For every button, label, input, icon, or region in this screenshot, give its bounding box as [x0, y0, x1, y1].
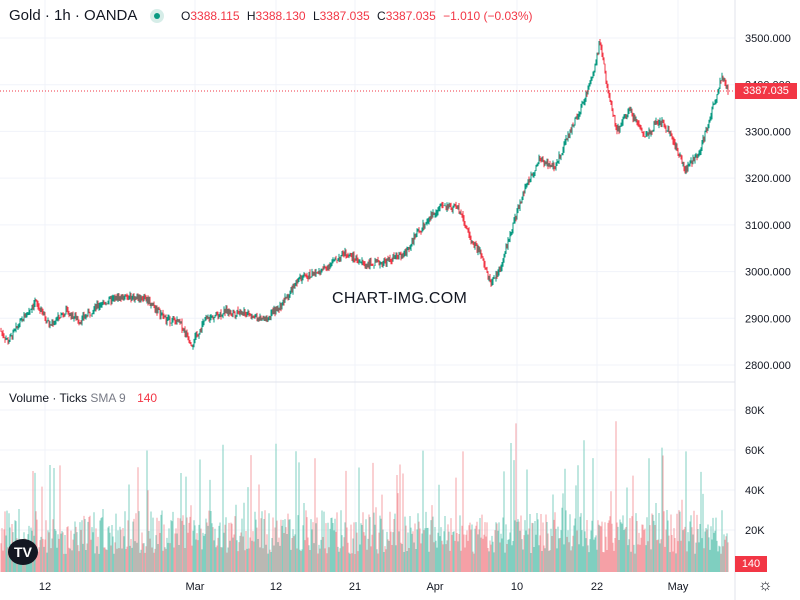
high-key: H	[246, 9, 256, 23]
market-status-icon[interactable]	[150, 9, 164, 23]
close-key: C	[377, 9, 386, 23]
low-value: 3387.035	[319, 9, 370, 23]
last-volume-label: 140	[735, 556, 767, 572]
time-tick-label: 12	[270, 581, 282, 593]
close-value: 3387.035	[385, 9, 436, 23]
volume-tick-label: 60K	[745, 445, 765, 457]
time-tick-label: 12	[39, 581, 51, 593]
time-tick-label: 22	[591, 581, 603, 593]
time-tick-label: Mar	[186, 581, 205, 593]
volume-tick-label: 20K	[745, 525, 765, 537]
tradingview-logo[interactable]: TV	[8, 539, 38, 565]
volume-study: SMA 9	[90, 391, 126, 405]
open-key: O	[181, 9, 191, 23]
price-tick-label: 3300.000	[745, 126, 791, 138]
volume-tick-label: 80K	[745, 405, 765, 417]
price-tick-label: 3100.000	[745, 220, 791, 232]
grid-layer	[0, 0, 735, 572]
time-axis[interactable]: 12 Mar 12 21 Apr 10 22 May	[39, 581, 689, 593]
price-tick-label: 2900.000	[745, 313, 791, 325]
volume-axis[interactable]: 20K 40K 60K 80K	[745, 405, 765, 537]
symbol-title[interactable]: Gold · 1h · OANDA	[9, 7, 138, 24]
time-tick-label: 21	[349, 581, 361, 593]
open-value: 3388.115	[190, 9, 240, 23]
time-tick-label: 10	[511, 581, 523, 593]
chart-header: Gold · 1h · OANDA O3388.115 H3388.130 L3…	[0, 0, 740, 34]
candles-layer	[0, 38, 729, 350]
price-tick-label: 2800.000	[745, 360, 791, 372]
volume-title: Volume · Ticks	[9, 391, 88, 405]
low-key: L	[312, 9, 320, 23]
volume-value: 140	[137, 391, 158, 405]
time-tick-label: May	[668, 581, 689, 593]
last-price-label: 3387.035	[735, 83, 797, 99]
volume-layer	[0, 421, 729, 572]
change-value: −1.010 (−0.03%)	[443, 9, 533, 23]
settings-gear-icon[interactable]: ☼	[758, 577, 773, 594]
price-tick-label: 3200.000	[745, 173, 791, 185]
volume-tick-label: 40K	[745, 485, 765, 497]
price-tick-label: 3000.000	[745, 267, 791, 279]
high-value: 3388.130	[255, 9, 306, 23]
time-tick-label: Apr	[426, 581, 443, 593]
watermark: CHART-IMG.COM	[332, 290, 468, 307]
price-tick-label: 3500.000	[745, 33, 791, 45]
volume-legend[interactable]: Volume · Ticks SMA 9 140	[9, 391, 157, 405]
ohlc-legend: O3388.115 H3388.130 L3387.035 C3387.035 …	[181, 9, 537, 23]
